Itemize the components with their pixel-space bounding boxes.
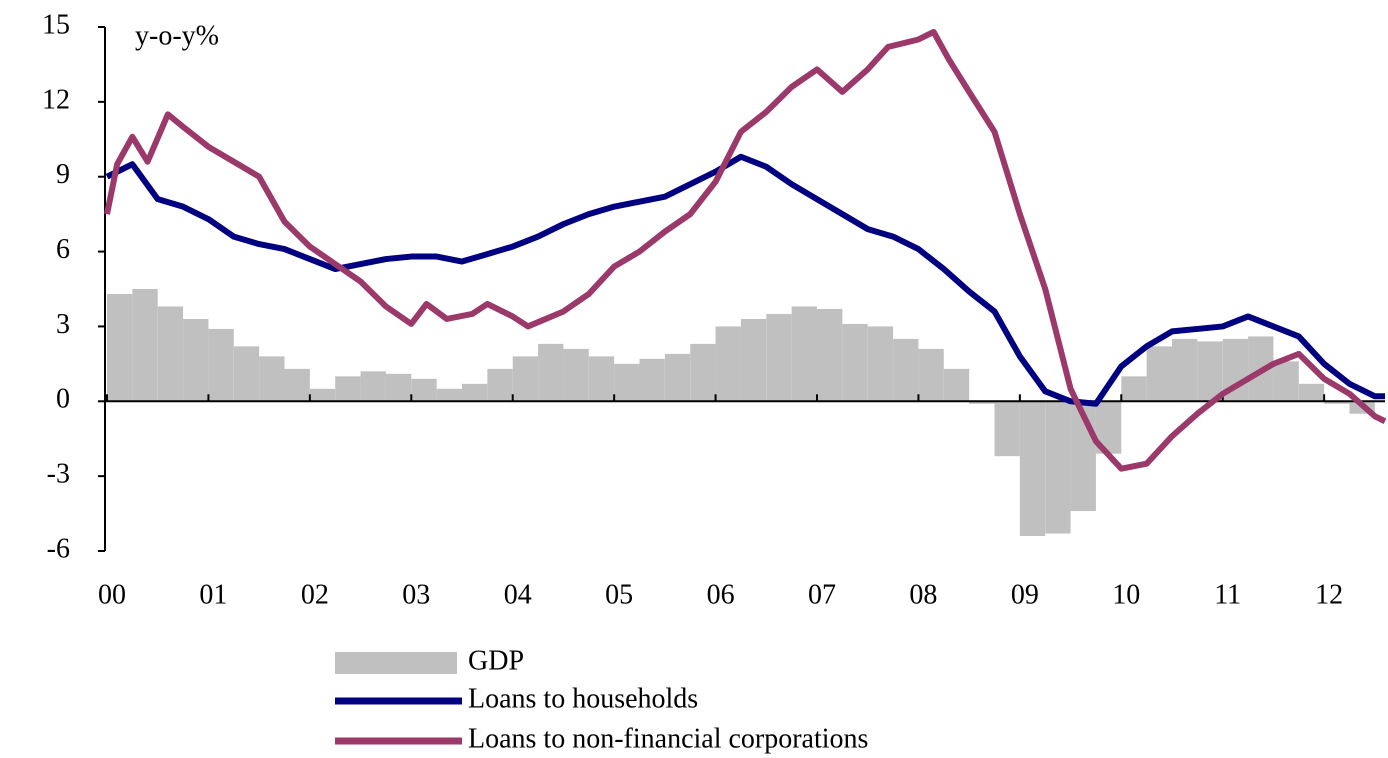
- series-line: [104, 28, 1387, 472]
- gdp-bar: [107, 293, 133, 402]
- gdp-bar: [664, 353, 691, 402]
- gdp-bar: [335, 376, 361, 402]
- legend-swatch: [335, 652, 457, 674]
- x-tick-label: 11: [1214, 579, 1241, 610]
- y-tick-label: 15: [42, 9, 70, 40]
- gdp-bar: [1172, 338, 1198, 402]
- gdp-bar: [1197, 341, 1223, 402]
- gdp-bar: [411, 378, 437, 402]
- gdp-bar: [360, 371, 386, 402]
- gdp-bar: [309, 388, 336, 402]
- gdp-bar: [690, 343, 716, 402]
- gdp-bar: [715, 326, 741, 402]
- gdp-bar: [436, 388, 462, 402]
- gdp-bar: [918, 348, 944, 402]
- y-tick-label: -6: [47, 533, 70, 564]
- gdp-bar: [385, 373, 412, 402]
- gdp-bar: [740, 318, 767, 402]
- x-tick-label: 08: [909, 579, 937, 610]
- x-tick-label: 10: [1112, 579, 1140, 610]
- gdp-bar: [588, 356, 615, 402]
- gdp-bar: [1045, 401, 1071, 534]
- gdp-bar: [614, 363, 640, 402]
- legend-label: Loans to households: [468, 683, 698, 714]
- x-tick-label: 03: [402, 579, 430, 610]
- x-tick-label: 07: [808, 579, 836, 610]
- gdp-bar: [639, 358, 665, 402]
- gdp-bar: [969, 401, 995, 404]
- gdp-bar: [208, 328, 234, 402]
- y-tick-label: 3: [56, 309, 70, 340]
- gdp-bar: [1146, 346, 1172, 402]
- gdp-bar: [512, 356, 539, 402]
- y-tick-label: 6: [56, 234, 70, 265]
- gdp-bar: [893, 338, 919, 402]
- y-tick-label: -3: [47, 459, 70, 490]
- gdp-bar: [259, 356, 285, 402]
- gdp-bar: [994, 401, 1020, 457]
- y-tick-label: 12: [42, 84, 70, 115]
- gdp-bar: [1121, 376, 1147, 402]
- gdp-bar: [1298, 383, 1325, 402]
- gdp-bar: [487, 368, 513, 402]
- gdp-bar: [867, 326, 894, 402]
- gdp-bar: [183, 318, 209, 402]
- y-axis-label: y-o-y%: [135, 20, 219, 51]
- gdp-bar: [1019, 401, 1046, 537]
- gdp-bar: [1273, 361, 1299, 402]
- y-tick-label: 9: [56, 159, 70, 190]
- x-tick-label: 02: [301, 579, 329, 610]
- y-tick-label: 0: [56, 384, 70, 415]
- gdp-bar: [462, 383, 488, 402]
- x-tick-label: 01: [199, 579, 227, 610]
- gdp-bar: [943, 368, 970, 402]
- gdp-bar: [1324, 401, 1350, 404]
- gdp-bar: [132, 289, 158, 402]
- gdp-bar: [284, 368, 310, 402]
- gdp-bar: [766, 313, 792, 402]
- legend-label: GDP: [468, 645, 524, 676]
- x-tick-label: 00: [98, 579, 126, 610]
- x-tick-label: 12: [1315, 579, 1343, 610]
- legend-label: Loans to non-financial corporations: [468, 723, 868, 754]
- gdp-bar: [538, 343, 564, 402]
- gdp-bar: [817, 308, 843, 402]
- gdp-bar: [842, 323, 868, 402]
- x-tick-label: 09: [1011, 579, 1039, 610]
- series-line: [105, 153, 1385, 407]
- x-tick-label: 05: [605, 579, 633, 610]
- gdp-bar: [157, 306, 184, 402]
- x-tick-label: 04: [504, 579, 532, 610]
- gdp-bar: [233, 346, 260, 402]
- gdp-bar: [563, 348, 589, 402]
- gdp-bar: [791, 306, 817, 402]
- x-tick-label: 06: [707, 579, 735, 610]
